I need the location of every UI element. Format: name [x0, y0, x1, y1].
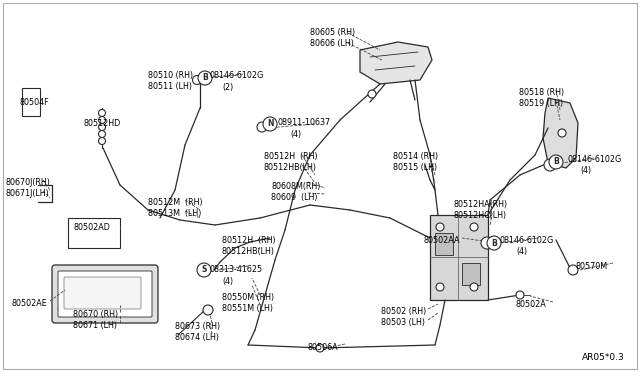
- Circle shape: [316, 344, 324, 352]
- Text: 80502AD: 80502AD: [73, 223, 110, 232]
- Text: (4): (4): [290, 130, 301, 139]
- Circle shape: [470, 223, 478, 231]
- Circle shape: [257, 122, 267, 132]
- Text: 80606 (LH): 80606 (LH): [310, 39, 354, 48]
- Text: 80608M(RH): 80608M(RH): [271, 182, 321, 191]
- Circle shape: [99, 131, 106, 138]
- Text: 08146-6102G: 08146-6102G: [567, 155, 621, 164]
- Text: 80512M  (RH): 80512M (RH): [148, 198, 203, 207]
- Text: B: B: [202, 74, 208, 83]
- FancyBboxPatch shape: [64, 277, 141, 309]
- Text: 80502AE: 80502AE: [12, 299, 48, 308]
- Circle shape: [487, 236, 501, 250]
- Bar: [68, 218, 120, 248]
- Text: 80609  (LH): 80609 (LH): [271, 193, 317, 202]
- Text: 08313-41625: 08313-41625: [210, 265, 263, 274]
- Circle shape: [436, 283, 444, 291]
- Circle shape: [99, 124, 106, 131]
- Text: (4): (4): [516, 247, 527, 256]
- Text: 08146-6102G: 08146-6102G: [210, 71, 264, 80]
- Text: 80519 (LH): 80519 (LH): [519, 99, 563, 108]
- Text: 80504F: 80504F: [19, 98, 49, 107]
- Circle shape: [198, 71, 212, 85]
- Text: 80670 (RH): 80670 (RH): [73, 310, 118, 319]
- Circle shape: [558, 129, 566, 137]
- Text: 80512H  (RH): 80512H (RH): [264, 152, 317, 161]
- Text: 80512HB(LH): 80512HB(LH): [222, 247, 275, 256]
- Circle shape: [99, 109, 106, 116]
- Circle shape: [544, 159, 556, 171]
- Circle shape: [193, 76, 202, 84]
- Text: 80514 (RH): 80514 (RH): [393, 152, 438, 161]
- Text: 80502 (RH): 80502 (RH): [381, 307, 426, 316]
- Text: B: B: [553, 157, 559, 167]
- Text: 80570M: 80570M: [576, 262, 608, 271]
- Circle shape: [470, 283, 478, 291]
- Polygon shape: [360, 42, 432, 84]
- Polygon shape: [543, 98, 578, 168]
- Bar: [435, 233, 453, 255]
- Circle shape: [203, 305, 213, 315]
- Text: (4): (4): [580, 166, 591, 175]
- Bar: [430, 215, 488, 300]
- Circle shape: [481, 237, 493, 249]
- Text: 08146-6102G: 08146-6102G: [500, 236, 554, 245]
- Circle shape: [99, 116, 106, 124]
- Text: 80512HC(LH): 80512HC(LH): [454, 211, 507, 220]
- Text: 80550M (RH): 80550M (RH): [222, 293, 274, 302]
- Text: 80605 (RH): 80605 (RH): [310, 28, 355, 37]
- Text: 80502A: 80502A: [515, 300, 546, 309]
- Circle shape: [263, 117, 277, 131]
- Bar: [462, 263, 480, 285]
- Text: 80671 (LH): 80671 (LH): [73, 321, 117, 330]
- Circle shape: [568, 265, 578, 275]
- Text: 80511 (LH): 80511 (LH): [148, 82, 192, 91]
- Text: 80512HB(LH): 80512HB(LH): [264, 163, 317, 172]
- Text: 80512HD: 80512HD: [83, 119, 120, 128]
- Circle shape: [99, 138, 106, 144]
- Text: 80551M (LH): 80551M (LH): [222, 304, 273, 313]
- Text: (2): (2): [222, 83, 233, 92]
- Text: 80510 (RH): 80510 (RH): [148, 71, 193, 80]
- Text: AR05*0.3: AR05*0.3: [582, 353, 625, 362]
- Text: 80671J(LH): 80671J(LH): [6, 189, 50, 198]
- Circle shape: [549, 155, 563, 169]
- Text: 80512H  (RH): 80512H (RH): [222, 236, 276, 245]
- Bar: [22, 88, 40, 116]
- Text: 08911-10637: 08911-10637: [278, 118, 331, 127]
- Text: 80515 (LH): 80515 (LH): [393, 163, 437, 172]
- Text: 80502AA: 80502AA: [424, 236, 461, 245]
- Circle shape: [436, 223, 444, 231]
- Circle shape: [197, 263, 211, 277]
- Text: B: B: [491, 238, 497, 247]
- Circle shape: [368, 90, 376, 98]
- Text: (4): (4): [222, 277, 233, 286]
- Text: S: S: [202, 266, 207, 275]
- FancyBboxPatch shape: [52, 265, 158, 323]
- Text: 80674 (LH): 80674 (LH): [175, 333, 219, 342]
- Text: 80513M  (LH): 80513M (LH): [148, 209, 202, 218]
- Text: 80518 (RH): 80518 (RH): [519, 88, 564, 97]
- Text: 80673 (RH): 80673 (RH): [175, 322, 220, 331]
- Text: 80503 (LH): 80503 (LH): [381, 318, 425, 327]
- FancyBboxPatch shape: [58, 271, 152, 317]
- Circle shape: [516, 291, 524, 299]
- Text: 80506A: 80506A: [308, 343, 339, 352]
- Text: 80670J(RH): 80670J(RH): [6, 178, 51, 187]
- Text: 80512HA(RH): 80512HA(RH): [454, 200, 508, 209]
- Text: N: N: [267, 119, 273, 128]
